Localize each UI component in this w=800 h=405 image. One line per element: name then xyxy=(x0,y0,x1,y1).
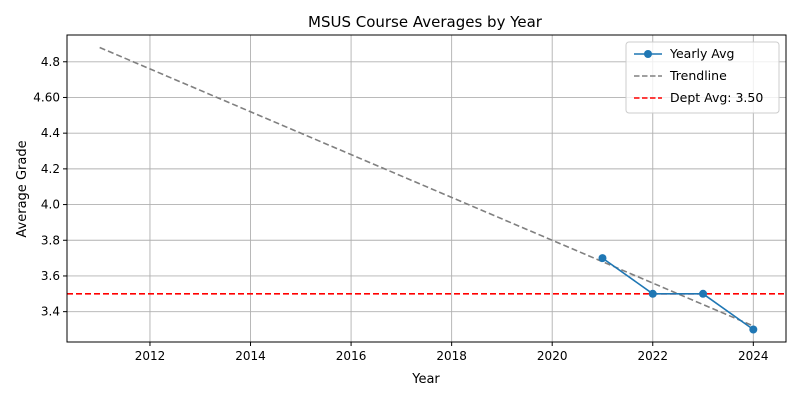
legend: Yearly Avg Trendline Dept Avg: 3.50 xyxy=(625,41,780,114)
y-tick-label: 3.6 xyxy=(41,269,60,283)
y-axis-label: Average Grade xyxy=(15,140,30,237)
x-tick-label: 2014 xyxy=(235,349,266,363)
legend-frame xyxy=(625,41,780,114)
y-tick-label: 4.4 xyxy=(41,126,60,140)
y-tick-label: 3.8 xyxy=(41,233,60,247)
trendline-series-line xyxy=(99,46,754,327)
legend-label-yearly-avg: Yearly Avg xyxy=(669,46,734,61)
series-layer xyxy=(99,46,758,334)
y-tick-label: 4.8 xyxy=(41,55,60,69)
x-axis-label: Year xyxy=(411,372,440,387)
x-tick-label: 2024 xyxy=(738,349,769,363)
y-tick-label: 4.60 xyxy=(33,90,60,104)
yearly-avg-point xyxy=(699,289,708,298)
yearly-avg-point xyxy=(648,289,657,298)
yearly-avg-point xyxy=(749,325,758,334)
x-tick-label: 2012 xyxy=(135,349,166,363)
x-tick-label: 2022 xyxy=(637,349,668,363)
x-tick-label: 2016 xyxy=(336,349,367,363)
legend-label-dept-avg: Dept Avg: 3.50 xyxy=(670,90,763,105)
y-tick-label: 4.0 xyxy=(41,198,60,212)
x-axis-ticks: 2012 2014 2016 2018 2020 2022 2024 xyxy=(135,342,769,363)
y-tick-label: 3.4 xyxy=(41,305,60,319)
x-tick-label: 2018 xyxy=(436,349,467,363)
y-tick-label: 4.2 xyxy=(41,162,60,176)
chart-title: MSUS Course Averages by Year xyxy=(308,13,543,31)
legend-label-trendline: Trendline xyxy=(669,68,727,83)
x-tick-label: 2020 xyxy=(537,349,568,363)
yearly-avg-series-line xyxy=(602,257,754,331)
yearly-avg-point xyxy=(598,254,607,263)
y-axis-ticks: 3.4 3.6 3.8 4.0 4.2 4.4 4.60 4.8 xyxy=(33,55,67,319)
plot-area-frame xyxy=(66,34,787,343)
legend-marker-yearly-avg xyxy=(644,50,652,58)
